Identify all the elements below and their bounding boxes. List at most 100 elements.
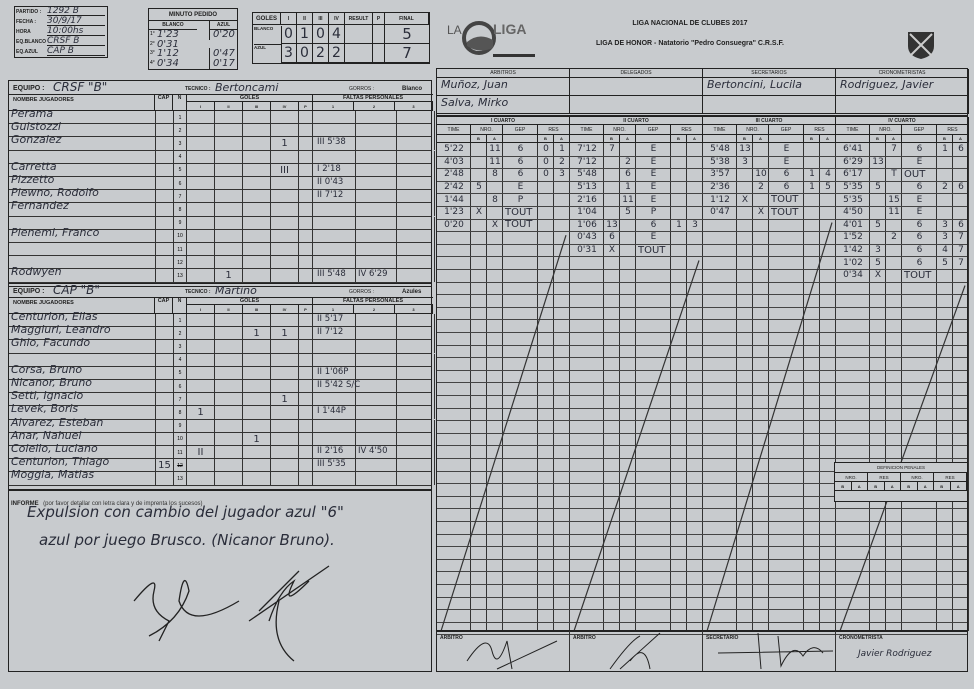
player-goals-q4	[271, 203, 299, 217]
player-number: 5	[173, 163, 187, 177]
player-foul-2	[356, 432, 397, 446]
officials-header-arbitros: ARBITROS	[437, 69, 570, 78]
event-res-b	[671, 168, 687, 181]
quarter-subcol: A	[820, 135, 836, 143]
event-time: 0'20	[444, 219, 464, 230]
event-res-b	[671, 181, 687, 194]
event-res-a	[554, 219, 570, 232]
quarter-void-line	[839, 285, 966, 631]
player-cap	[155, 314, 173, 327]
player-goals-q1	[187, 327, 215, 341]
player-foul-2: IV 6'29	[356, 269, 397, 283]
quarter-col-line	[569, 143, 570, 631]
quarter-col-res: RES	[538, 125, 570, 135]
quarter-subcol	[902, 135, 937, 143]
event-row-line	[437, 445, 967, 447]
player-foul-2	[356, 419, 397, 433]
event-res-b	[671, 206, 687, 219]
event-res-b: 3	[942, 232, 948, 243]
event-res-b	[937, 206, 953, 219]
event-res-b	[804, 193, 820, 206]
partido-label: PARTIDO :	[16, 9, 42, 15]
player-foul-1	[315, 419, 356, 433]
player-goals-q1	[187, 111, 215, 124]
event-res-a: 6	[958, 144, 964, 155]
event-time: 2'16	[577, 194, 597, 205]
player-goals-q4	[271, 419, 299, 433]
player-goals-p	[299, 393, 313, 407]
quarter-subcol: A	[753, 135, 769, 143]
eq_blanco-value: CRSF B	[47, 36, 105, 46]
official-delegados-1	[570, 78, 703, 96]
event-row-line	[437, 319, 967, 321]
score-team-label: BLANCO	[254, 26, 282, 45]
player-row: Fernandez 8	[9, 199, 435, 217]
player-number: 8	[173, 406, 187, 420]
event-res-a	[687, 156, 703, 169]
player-number: 9	[173, 419, 187, 433]
event-time: 1'04	[577, 207, 597, 218]
col-n: N	[173, 297, 187, 314]
player-goals-q1	[187, 256, 215, 270]
arbitro1-label: ARBITRO	[440, 635, 463, 641]
event-res-b	[937, 156, 953, 169]
player-goals-q3	[243, 406, 271, 420]
svg-text:LA: LA	[447, 23, 462, 37]
player-goals-q3	[243, 256, 271, 270]
event-gep: TOUT	[771, 194, 799, 206]
event-row-line	[437, 432, 967, 434]
event-nro-a: 11	[622, 194, 634, 205]
event-row-line	[437, 168, 967, 170]
quarter-col-time: TIME	[570, 125, 604, 135]
event-nro-a	[487, 206, 503, 219]
player-name: Guistozzi	[11, 120, 61, 134]
player-goals-q1: 1	[187, 406, 215, 420]
score-quarter-1: 0	[281, 25, 297, 44]
quarter-col-res: RES	[937, 125, 969, 135]
quarter-col-line	[885, 143, 886, 631]
score-title: GOLES	[253, 13, 281, 25]
quarter-col-line	[470, 143, 471, 631]
event-res-b	[804, 156, 820, 169]
score-header-p: P	[373, 13, 385, 25]
team-name: CRSF "B"	[53, 80, 108, 94]
player-goals-p	[299, 177, 313, 190]
player-goals-q1	[187, 190, 215, 204]
quarter-col-res: RES	[671, 125, 703, 135]
event-row-line	[437, 546, 967, 548]
player-goals-q4	[271, 269, 299, 283]
event-nro-a: 15	[888, 194, 900, 205]
cap-color: Azules	[402, 289, 422, 295]
arbitro2-label: ARBITRO	[573, 635, 596, 641]
player-foul-3	[397, 190, 435, 204]
player-foul-1	[315, 243, 356, 256]
player-goals-q3	[243, 124, 271, 138]
player-row: Colello, Luciano 11 II II 2'16 IV 4'50	[9, 442, 435, 460]
score-quarter-1: 3	[281, 44, 297, 63]
player-goals-q4	[271, 256, 299, 270]
player-goals-q4	[271, 472, 299, 486]
player-goals-p	[299, 419, 313, 433]
eq_azul-label: EQ.AZUL	[16, 49, 38, 55]
player-goals-q2	[215, 137, 243, 151]
score-quarter-4: 4	[329, 25, 345, 44]
event-nro-b: 5	[476, 182, 482, 193]
event-row-line	[437, 521, 967, 522]
event-res-b	[671, 231, 687, 244]
quarter-col-line	[736, 143, 737, 631]
event-row-line	[437, 294, 967, 296]
cap-color: Blanco	[402, 86, 423, 92]
player-goals-q1	[187, 269, 215, 283]
player-number: 4	[173, 353, 187, 367]
equipo-label: EQUIPO :	[13, 288, 45, 295]
score-header-i: I	[281, 13, 297, 25]
event-row-line	[437, 193, 967, 195]
player-goals-q4	[271, 111, 299, 124]
event-nro-a: X	[757, 207, 765, 218]
player-number: 3	[173, 340, 187, 354]
col-sub: III	[243, 102, 271, 111]
event-res-b	[538, 181, 554, 194]
event-nro-b	[471, 143, 487, 156]
quarter-void-line	[573, 260, 700, 631]
event-gep: TOUT	[505, 219, 533, 231]
